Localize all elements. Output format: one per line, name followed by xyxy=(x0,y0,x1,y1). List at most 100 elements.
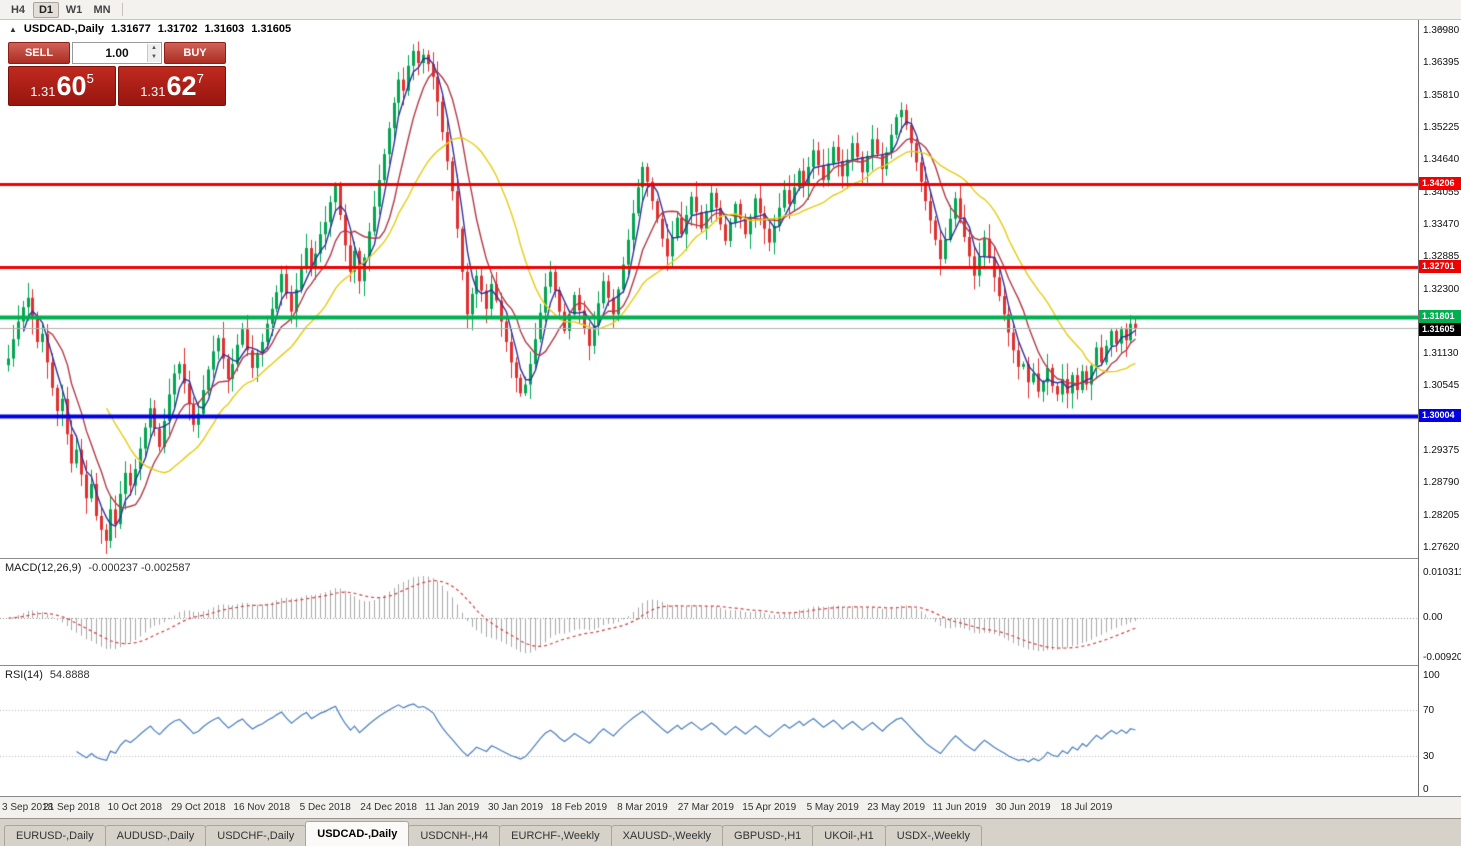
date-axis-label: 5 May 2019 xyxy=(806,802,859,813)
macd-values: -0.000237 -0.002587 xyxy=(88,562,191,574)
price-scale-label: 1.32300 xyxy=(1423,283,1460,295)
rsi-scale-label: 100 xyxy=(1423,670,1440,681)
date-axis-label: 30 Jun 2019 xyxy=(995,802,1051,813)
panel-splitter[interactable] xyxy=(0,558,1461,559)
one-click-price-row: 1.31 60 5 1.31 62 7 xyxy=(8,66,226,106)
chart-tab-audusd[interactable]: AUDUSD-,Daily xyxy=(104,825,207,846)
chart-tab-usdchf[interactable]: USDCHF-,Daily xyxy=(205,825,307,846)
date-axis-label: 15 Apr 2019 xyxy=(742,802,797,813)
macd-scale-label: 0.00 xyxy=(1423,612,1443,623)
date-axis-label: 5 Dec 2018 xyxy=(299,802,351,813)
price-scale-label: 1.34055 xyxy=(1423,186,1460,198)
date-axis-label: 23 May 2019 xyxy=(867,802,926,813)
price-scale-label: 1.28790 xyxy=(1423,477,1460,489)
date-axis-label: 11 Jun 2019 xyxy=(932,802,987,813)
ohlc-low-value: 1.31603 xyxy=(204,23,245,35)
timeframe-button-mn[interactable]: MN xyxy=(89,2,115,18)
rsi-indicator-canvas[interactable] xyxy=(0,666,1418,796)
chart-tab-eurusd[interactable]: EURUSD-,Daily xyxy=(4,825,106,846)
price-scale-label: 1.27620 xyxy=(1423,542,1460,553)
rsi-scale-label: 0 xyxy=(1423,784,1429,795)
hline-price-tag[interactable]: 1.32701 xyxy=(1419,260,1461,274)
date-axis-label: 18 Feb 2019 xyxy=(550,802,608,813)
chart-tab-eurchf[interactable]: EURCHF-,Weekly xyxy=(499,825,612,846)
ohlc-open-value: 1.31677 xyxy=(111,23,151,35)
one-click-trading-panel: SELL 1.00 ▲ ▼ BUY 1.31 60 5 1.31 xyxy=(8,42,226,106)
ohlc-high-value: 1.31702 xyxy=(157,23,198,35)
chart-tab-gbpusd[interactable]: GBPUSD-,H1 xyxy=(722,825,814,846)
price-scale-label: 1.33470 xyxy=(1423,218,1460,230)
price-scale-label: 1.29375 xyxy=(1423,445,1460,457)
hline-price-tag[interactable]: 1.34206 xyxy=(1419,177,1461,191)
hline-price-tag[interactable]: 1.30004 xyxy=(1419,409,1461,423)
price-scale-label: 1.36980 xyxy=(1423,25,1460,36)
volume-value[interactable]: 1.00 xyxy=(105,46,129,60)
chart-tab-usdcad[interactable]: USDCAD-,Daily xyxy=(305,821,410,846)
date-axis-label: 21 Sep 2018 xyxy=(43,802,100,813)
timeframe-button-d1[interactable]: D1 xyxy=(33,1,59,18)
price-scale-label: 1.34640 xyxy=(1423,154,1460,166)
date-axis-label: 8 Mar 2019 xyxy=(617,802,668,813)
chart-tabs-bar: EURUSD-,Daily AUDUSD-,Daily USDCHF-,Daily U… xyxy=(0,818,1461,846)
price-scale-label: 1.36395 xyxy=(1423,57,1460,69)
chart-tab-xauusd[interactable]: XAUUSD-,Weekly xyxy=(610,825,724,846)
sell-price-prefix: 1.31 xyxy=(30,84,56,99)
macd-scale-label: 0.010311 xyxy=(1423,567,1461,578)
timeframe-button-h4[interactable]: H4 xyxy=(5,2,31,18)
timeframe-toolbar: H4 D1 W1 MN xyxy=(0,0,1461,20)
rsi-scale-label: 30 xyxy=(1423,751,1435,762)
chart-tab-ukoil[interactable]: UKOil-,H1 xyxy=(812,825,886,846)
chart-tab-usdcnh[interactable]: USDCNH-,H4 xyxy=(408,825,501,846)
rsi-values: 54.8888 xyxy=(49,669,90,681)
sell-price-display[interactable]: 1.31 60 5 xyxy=(8,66,116,106)
one-click-collapse-icon[interactable]: ▲ xyxy=(9,24,17,34)
volume-input[interactable]: 1.00 ▲ ▼ xyxy=(72,42,162,64)
buy-button[interactable]: BUY xyxy=(164,42,226,64)
ohlc-close-value: 1.31605 xyxy=(251,23,292,35)
one-click-order-row: SELL 1.00 ▲ ▼ BUY xyxy=(8,42,226,64)
date-axis-label: 16 Nov 2018 xyxy=(233,802,291,813)
volume-down-icon[interactable]: ▼ xyxy=(148,53,160,62)
rsi-indicator-label: RSI (14) 54.8888 xyxy=(5,669,90,681)
panel-splitter[interactable] xyxy=(0,665,1461,666)
main-chart-canvas[interactable] xyxy=(0,20,1418,558)
sell-price-pipette: 5 xyxy=(86,71,94,86)
chart-tab-usdx[interactable]: USDX-,Weekly xyxy=(884,825,982,846)
macd-params: (12,26,9) xyxy=(37,562,82,574)
buy-price-display[interactable]: 1.31 62 7 xyxy=(118,66,226,106)
date-axis-label: 27 Mar 2019 xyxy=(677,802,734,813)
volume-up-icon[interactable]: ▲ xyxy=(148,44,160,53)
price-scale-label: 1.30545 xyxy=(1423,380,1460,392)
date-axis-label: 18 Jul 2019 xyxy=(1060,802,1113,813)
macd-scale-label: -0.009203 xyxy=(1423,652,1461,663)
price-scale-label: 1.35225 xyxy=(1423,121,1460,133)
rsi-params: (14) xyxy=(23,669,43,681)
date-axis-label: 30 Jan 2019 xyxy=(487,802,544,813)
hline-price-tag[interactable]: 1.31801 xyxy=(1419,310,1461,324)
date-axis-label: 11 Jan 2019 xyxy=(424,802,480,813)
timeframe-button-w1[interactable]: W1 xyxy=(61,2,87,18)
macd-indicator-canvas[interactable] xyxy=(0,559,1418,665)
chart-scroll-arrow-icon[interactable]: ▲ xyxy=(1437,23,1445,32)
price-scale-label: 1.35810 xyxy=(1423,89,1460,101)
macd-name: MACD xyxy=(5,562,38,574)
price-scale-label: 1.31130 xyxy=(1423,348,1459,360)
date-axis[interactable]: 3 Sep 2018 21 Sep 2018 10 Oct 2018 29 Oct 2… xyxy=(0,796,1461,818)
chart-ohlc-header: ▲ USDCAD-,Daily 1.31677 1.31702 1.31603 … xyxy=(6,23,295,35)
chart-symbol-label: USDCAD-,Daily xyxy=(23,23,104,35)
toolbar-separator xyxy=(122,3,123,16)
buy-price-pipette: 7 xyxy=(196,71,204,86)
date-axis-label: 3 Sep 2018 xyxy=(2,802,54,813)
price-scale-label: 1.28205 xyxy=(1423,509,1460,521)
date-axis-label: 24 Dec 2018 xyxy=(360,802,417,813)
sell-button[interactable]: SELL xyxy=(8,42,70,64)
price-scale[interactable]: 1.36980 1.36395 1.35810 1.35225 1.34640 1.340… xyxy=(1418,20,1461,796)
date-axis-label: 10 Oct 2018 xyxy=(107,802,163,813)
chart-panel[interactable]: ▲ USDCAD-,Daily 1.31677 1.31702 1.3160 3 … xyxy=(0,20,1461,818)
date-axis-label: 29 Oct 2018 xyxy=(171,802,226,813)
sell-price-main: 60 xyxy=(56,71,87,101)
volume-spinner: ▲ ▼ xyxy=(147,44,160,62)
rsi-scale-label: 70 xyxy=(1423,705,1435,716)
buy-price-main: 62 xyxy=(166,71,197,101)
